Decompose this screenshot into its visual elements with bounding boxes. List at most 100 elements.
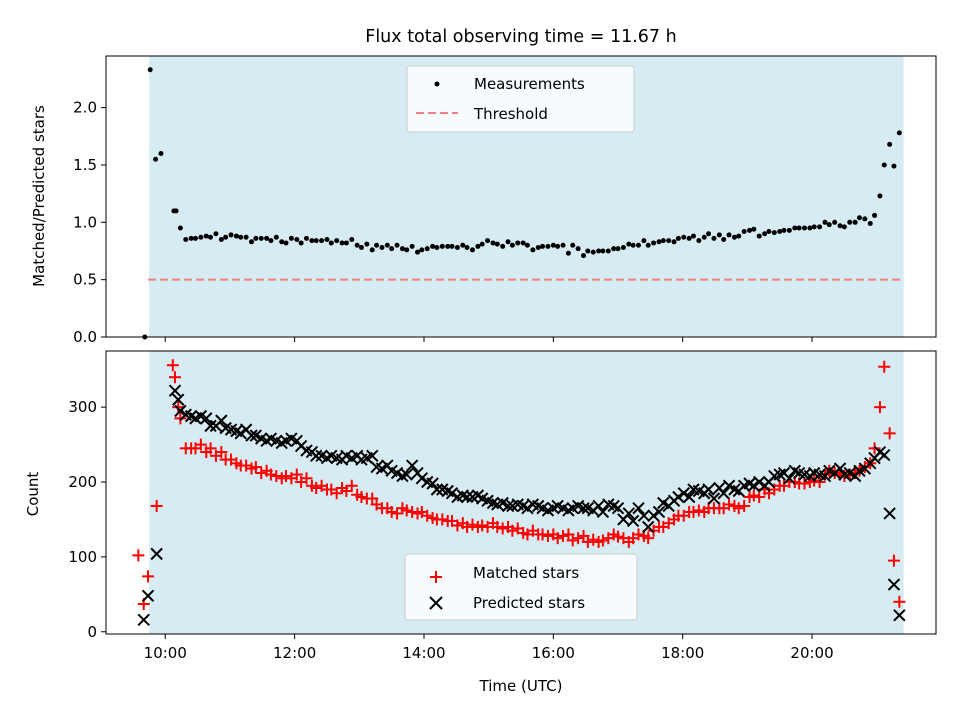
predicted-star-point [400, 468, 413, 481]
count-y-axis-label: Count [24, 472, 42, 517]
predicted-star-point [366, 449, 379, 463]
y-tick-label: 200 [68, 473, 97, 491]
predicted-star-point [215, 414, 228, 427]
measurement-point [475, 243, 481, 249]
matched-star-point [753, 490, 766, 503]
measurement-point [479, 241, 485, 247]
predicted-star-point [456, 489, 469, 502]
measurement-point [852, 219, 858, 225]
matched-star-point [692, 504, 705, 517]
measurement-point [711, 235, 717, 241]
measurement-point [862, 216, 868, 222]
measurement-point [303, 235, 309, 241]
predicted-star-point [728, 483, 741, 496]
y-tick-label: 300 [68, 398, 97, 416]
measurement-point [268, 238, 274, 244]
measurement-point [294, 237, 300, 243]
measurement-point [264, 235, 270, 241]
matched-star-point [310, 482, 323, 495]
measurement-point [218, 237, 224, 243]
predicted-star-point [883, 507, 896, 520]
measurement-point [686, 235, 692, 241]
measurement-point [404, 247, 410, 253]
measurement-point [505, 239, 511, 245]
predicted-star-point [521, 502, 534, 515]
measurement-point [349, 237, 355, 243]
measurement-point [258, 235, 264, 241]
predicted-star-point [501, 499, 515, 513]
measurement-point [671, 239, 677, 245]
matched-star-point [491, 520, 504, 533]
measurement-point [409, 243, 415, 249]
matched-star-point [249, 461, 262, 474]
measurement-point [515, 240, 521, 246]
measurement-point [635, 242, 641, 248]
matched-star-point [280, 470, 293, 483]
measurement-point [309, 238, 315, 244]
matched-star-point [355, 490, 368, 503]
predicted-star-point [245, 429, 258, 442]
measurement-point [590, 249, 596, 255]
matched-star-point [551, 532, 564, 545]
predicted-star-point [702, 483, 715, 496]
measurement-point [560, 242, 566, 248]
predicted-star-point [415, 472, 429, 485]
measurement-point [249, 239, 255, 245]
measurement-point [550, 242, 556, 248]
matched-star-point [632, 528, 645, 541]
predicted-star-point [150, 547, 163, 561]
measurement-point [494, 241, 500, 247]
measurement-point [847, 219, 853, 225]
measurement-point [339, 240, 345, 246]
predicted-star-point [677, 487, 690, 500]
matched-star-point [240, 459, 253, 472]
measurement-point [600, 248, 606, 254]
measurement-point [891, 163, 897, 169]
measurement-point [419, 247, 425, 253]
matched-star-point [687, 505, 700, 518]
predicted-star-point [747, 479, 761, 492]
matched-star-point [421, 509, 434, 522]
predicted-star-point [405, 459, 419, 472]
legend-measurements-marker [434, 81, 440, 87]
predicted-star-point [707, 492, 721, 505]
predicted-star-point [783, 472, 796, 485]
measurement-point [681, 234, 687, 240]
legend-threshold-label: Threshold [473, 105, 548, 123]
measurement-point [203, 233, 209, 239]
matched-star-point [142, 570, 155, 583]
predicted-star-point [893, 609, 906, 622]
chart-title: Flux total observing time = 11.67 h [365, 27, 676, 47]
matched-star-point [798, 477, 811, 490]
matched-star-point [345, 479, 358, 492]
measurement-point [399, 246, 405, 252]
predicted-star-point [637, 509, 651, 522]
measurement-point [656, 239, 662, 245]
matched-star-point [732, 502, 745, 515]
measurement-point [394, 242, 400, 248]
matched-star-point [612, 530, 625, 543]
measurement-point [626, 241, 632, 247]
measurement-point [343, 240, 349, 246]
measurement-point [434, 245, 440, 251]
measurement-point [801, 225, 807, 231]
measurement-point [153, 156, 159, 162]
measurement-point [223, 234, 229, 240]
matched-star-point [536, 528, 549, 541]
measurement-point [872, 212, 878, 218]
measurement-point [822, 219, 828, 225]
measurement-point [540, 243, 546, 249]
measurement-point [726, 232, 732, 238]
legend-matched-label: Matched stars [473, 564, 579, 582]
x-tick-label: 16:00 [532, 644, 575, 662]
measurement-point [605, 248, 611, 254]
measurement-point [751, 226, 757, 232]
measurement-point [379, 245, 385, 251]
matched-star-point [738, 499, 751, 512]
predicted-star-point [486, 496, 500, 510]
predicted-star-point [722, 479, 736, 492]
measurement-point [464, 245, 470, 251]
legend-matched-marker [430, 571, 442, 583]
predicted-star-point [592, 499, 605, 513]
measurement-point [630, 242, 636, 248]
